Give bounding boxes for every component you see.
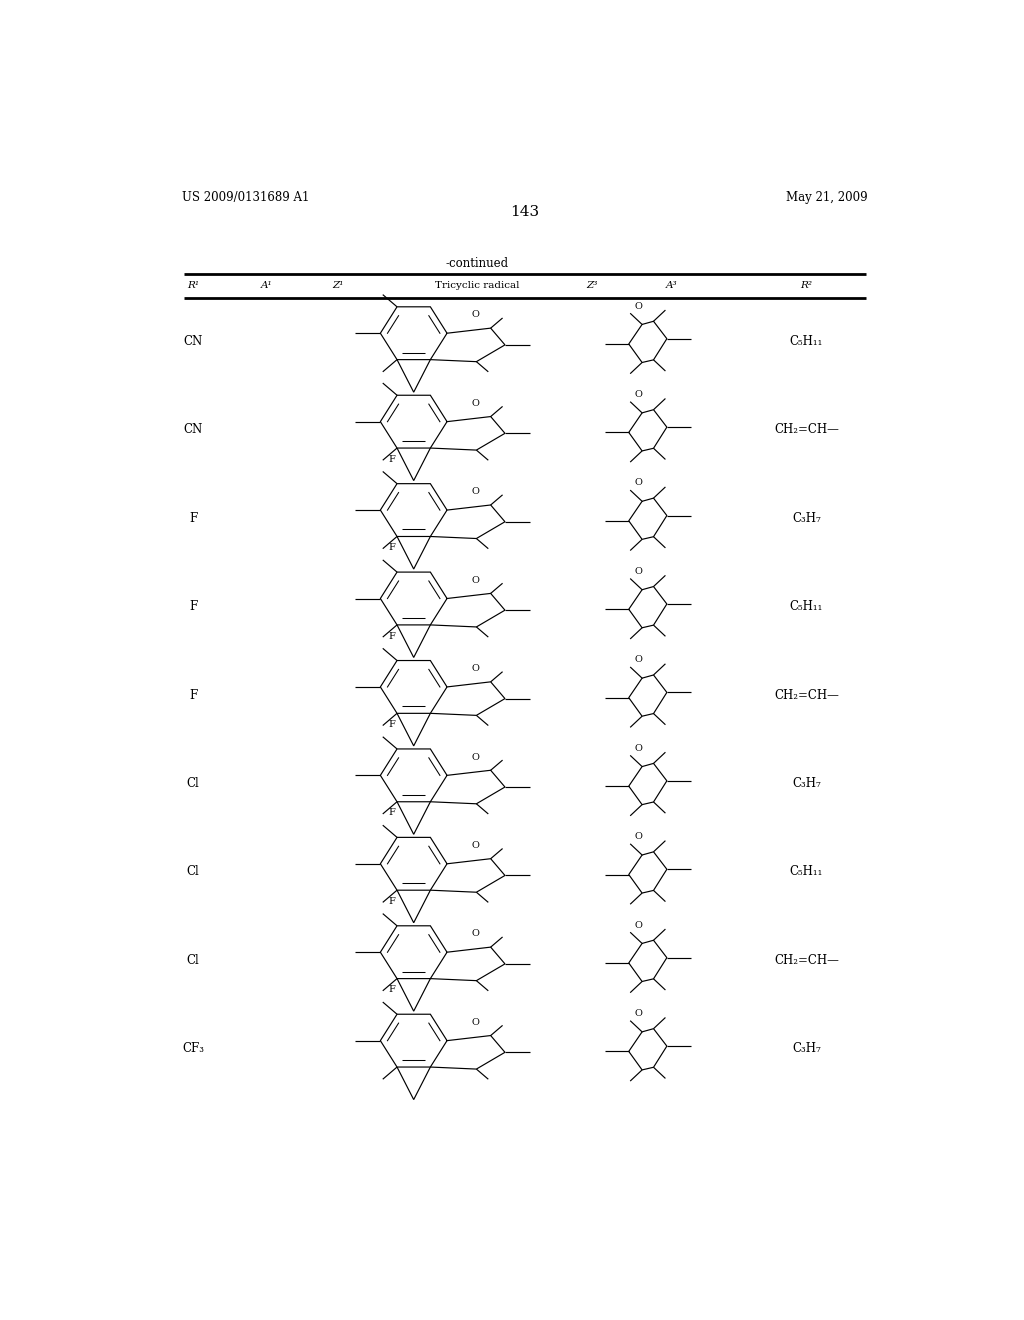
Text: F: F — [389, 896, 395, 906]
Text: O: O — [634, 566, 642, 576]
Text: F: F — [389, 544, 395, 552]
Text: May 21, 2009: May 21, 2009 — [786, 191, 867, 203]
Text: O: O — [471, 664, 479, 673]
Text: O: O — [634, 832, 642, 841]
Text: O: O — [471, 1018, 479, 1027]
Text: O: O — [471, 576, 479, 585]
Text: -continued: -continued — [445, 257, 509, 271]
Text: CN: CN — [183, 335, 203, 348]
Text: C₃H₇: C₃H₇ — [793, 777, 821, 789]
Text: O: O — [471, 929, 479, 939]
Text: F: F — [389, 985, 395, 994]
Text: O: O — [634, 1008, 642, 1018]
Text: Tricyclic radical: Tricyclic radical — [435, 281, 519, 290]
Text: CN: CN — [183, 424, 203, 437]
Text: R²: R² — [801, 281, 812, 290]
Text: US 2009/0131689 A1: US 2009/0131689 A1 — [182, 191, 309, 203]
Text: O: O — [634, 478, 642, 487]
Text: O: O — [471, 841, 479, 850]
Text: O: O — [471, 310, 479, 319]
Text: C₅H₁₁: C₅H₁₁ — [790, 601, 823, 612]
Text: O: O — [634, 391, 642, 399]
Text: CH₂=CH—: CH₂=CH— — [774, 689, 839, 701]
Text: A³: A³ — [666, 281, 678, 290]
Text: O: O — [634, 920, 642, 929]
Text: C₅H₁₁: C₅H₁₁ — [790, 866, 823, 878]
Text: C₃H₇: C₃H₇ — [793, 1043, 821, 1055]
Text: O: O — [471, 399, 479, 408]
Text: O: O — [471, 487, 479, 496]
Text: F: F — [389, 632, 395, 640]
Text: R¹: R¹ — [187, 281, 199, 290]
Text: CF₃: CF₃ — [182, 1043, 204, 1055]
Text: F: F — [389, 808, 395, 817]
Text: Cl: Cl — [186, 954, 200, 966]
Text: Cl: Cl — [186, 866, 200, 878]
Text: Z³: Z³ — [587, 281, 598, 290]
Text: C₅H₁₁: C₅H₁₁ — [790, 335, 823, 348]
Text: C₃H₇: C₃H₇ — [793, 512, 821, 525]
Text: F: F — [189, 601, 198, 612]
Text: CH₂=CH—: CH₂=CH— — [774, 954, 839, 966]
Text: F: F — [389, 719, 395, 729]
Text: F: F — [389, 455, 395, 463]
Text: O: O — [634, 743, 642, 752]
Text: Cl: Cl — [186, 777, 200, 789]
Text: O: O — [471, 752, 479, 762]
Text: CH₂=CH—: CH₂=CH— — [774, 424, 839, 437]
Text: Z¹: Z¹ — [333, 281, 344, 290]
Text: O: O — [634, 302, 642, 310]
Text: F: F — [189, 689, 198, 701]
Text: 143: 143 — [510, 205, 540, 219]
Text: A¹: A¹ — [261, 281, 272, 290]
Text: O: O — [634, 655, 642, 664]
Text: F: F — [189, 512, 198, 525]
